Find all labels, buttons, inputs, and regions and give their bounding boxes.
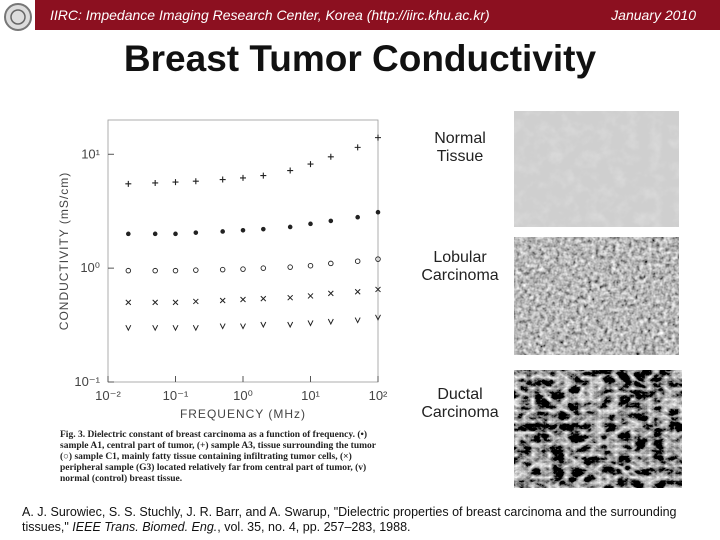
header-date: January 2010 bbox=[611, 7, 696, 23]
y-axis-label: CONDUCTIVITY (mS/cm) bbox=[57, 172, 71, 330]
data-point bbox=[308, 221, 313, 227]
data-point bbox=[355, 214, 360, 220]
data-point bbox=[172, 267, 179, 274]
data-point bbox=[219, 176, 226, 183]
header-bar bbox=[35, 0, 720, 30]
x-tick-label: 10² bbox=[369, 388, 388, 403]
data-point bbox=[240, 174, 246, 181]
header-text: IIRC: Impedance Imaging Research Center,… bbox=[50, 7, 490, 23]
logo bbox=[4, 3, 32, 31]
y-tick-label: 10¹ bbox=[81, 146, 100, 161]
image-label: Ductal Carcinoma bbox=[421, 386, 499, 421]
data-point bbox=[328, 260, 334, 267]
data-point bbox=[172, 299, 179, 306]
image-label: Normal Tissue bbox=[434, 130, 486, 165]
data-point bbox=[354, 258, 361, 264]
data-point bbox=[260, 265, 267, 271]
data-point bbox=[173, 231, 178, 237]
x-tick-label: 10⁻² bbox=[95, 388, 121, 403]
image-normal bbox=[514, 111, 679, 227]
data-point bbox=[219, 297, 226, 304]
data-point bbox=[172, 324, 179, 332]
image-ductal bbox=[514, 370, 682, 488]
data-point bbox=[260, 172, 267, 179]
data-point bbox=[375, 256, 381, 262]
data-point bbox=[307, 161, 314, 168]
data-point bbox=[240, 227, 246, 233]
data-point bbox=[220, 229, 225, 234]
data-point bbox=[375, 209, 381, 215]
data-point bbox=[152, 324, 159, 332]
data-point bbox=[152, 179, 159, 186]
data-point bbox=[240, 323, 246, 330]
data-point bbox=[126, 231, 131, 237]
y-tick-label: 10⁰ bbox=[80, 260, 100, 275]
figure-caption: Fig. 3. Dielectric constant of breast ca… bbox=[60, 430, 376, 484]
data-point bbox=[328, 218, 334, 224]
data-point bbox=[192, 298, 199, 305]
data-point bbox=[192, 324, 199, 332]
data-point bbox=[307, 262, 314, 269]
data-point bbox=[375, 314, 381, 321]
x-tick-label: 10⁻¹ bbox=[163, 388, 189, 403]
data-point bbox=[240, 296, 246, 303]
y-tick-label: 10⁻¹ bbox=[74, 374, 100, 389]
image-lobular bbox=[514, 237, 679, 355]
data-point bbox=[152, 299, 159, 306]
data-point bbox=[307, 320, 314, 327]
reference: A. J. Surowiec, S. S. Stuchly, J. R. Bar… bbox=[22, 505, 712, 535]
data-point bbox=[240, 266, 246, 272]
data-point bbox=[327, 290, 334, 297]
data-point bbox=[327, 153, 334, 160]
data-point bbox=[172, 179, 179, 186]
data-point bbox=[307, 293, 314, 299]
data-point bbox=[260, 321, 267, 329]
reference-text: A. J. Surowiec, S. S. Stuchly, J. R. Bar… bbox=[22, 505, 677, 534]
data-point bbox=[287, 264, 293, 270]
reference-text: , vol. 35, no. 4, pp. 257–283, 1988. bbox=[217, 520, 411, 534]
data-point bbox=[219, 266, 226, 273]
x-tick-label: 10¹ bbox=[301, 388, 320, 403]
data-point bbox=[375, 286, 381, 293]
data-point bbox=[375, 134, 381, 141]
data-point bbox=[219, 323, 226, 330]
x-tick-label: 10⁰ bbox=[233, 388, 253, 403]
data-point bbox=[287, 321, 294, 329]
data-point bbox=[125, 324, 132, 332]
plot-frame bbox=[107, 119, 379, 383]
image-label: Lobular Carcinoma bbox=[421, 249, 499, 284]
data-point bbox=[260, 295, 267, 302]
data-point bbox=[287, 294, 294, 301]
data-point bbox=[125, 267, 132, 274]
data-point bbox=[125, 299, 132, 306]
data-point bbox=[193, 267, 199, 273]
data-point bbox=[125, 180, 132, 187]
data-point bbox=[327, 318, 334, 326]
data-point bbox=[152, 231, 158, 237]
data-point bbox=[354, 144, 361, 151]
data-point bbox=[287, 167, 294, 174]
data-point bbox=[354, 288, 361, 295]
data-point bbox=[287, 224, 293, 230]
data-point bbox=[152, 267, 158, 274]
slide-title: Breast Tumor Conductivity bbox=[123, 38, 597, 79]
data-point bbox=[261, 226, 266, 232]
reference-journal: IEEE Trans. Biomed. Eng. bbox=[72, 520, 218, 534]
data-point bbox=[193, 230, 199, 235]
data-point bbox=[192, 178, 199, 185]
data-point bbox=[354, 317, 361, 324]
x-axis-label: FREQUENCY (MHz) bbox=[180, 407, 306, 421]
